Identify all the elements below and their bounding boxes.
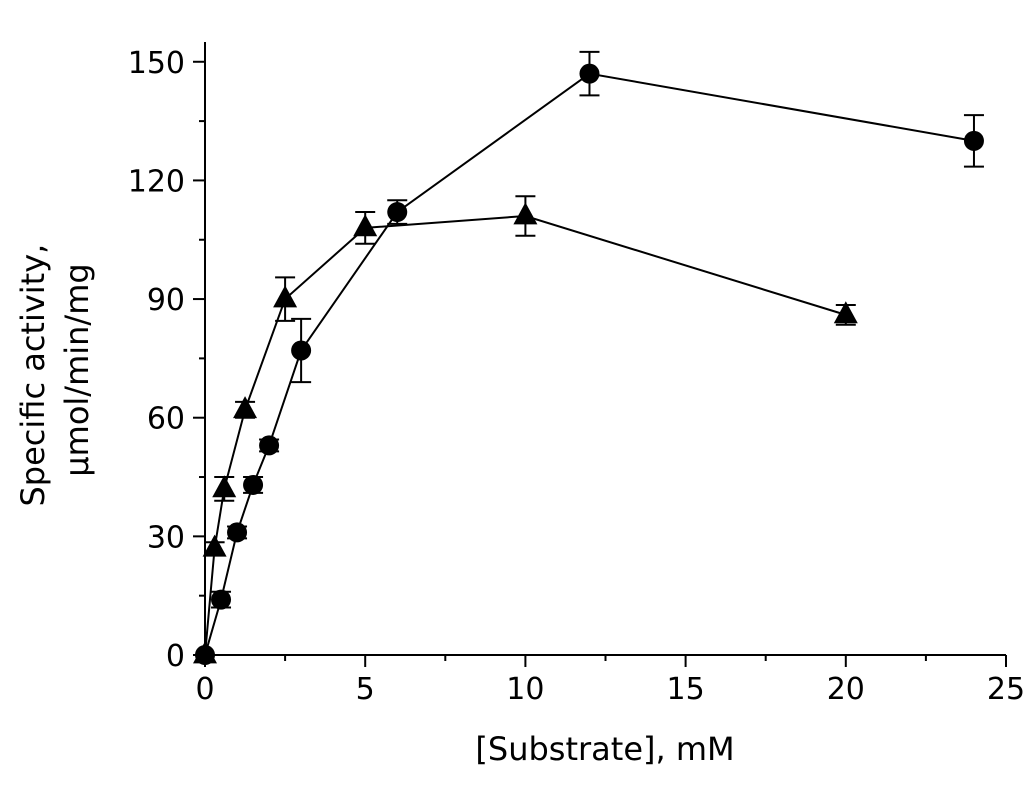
series-triangles: [193, 196, 858, 663]
y-tick-label: 120: [128, 164, 185, 199]
data-point-triangle: [513, 202, 537, 224]
y-tick-label: 30: [147, 520, 185, 555]
x-tick-label: 25: [987, 672, 1025, 707]
data-point-circle: [227, 522, 247, 542]
data-point-circle: [211, 590, 231, 610]
y-tick-label: 60: [147, 402, 185, 437]
data-point-circle: [259, 435, 279, 455]
y-axis-title-line1: Specific activity,: [14, 244, 52, 507]
y-tick-label: 0: [166, 639, 185, 674]
data-point-triangle: [203, 535, 227, 557]
y-axis-title-line2: μmol/min/mg: [58, 263, 96, 476]
x-axis-title: [Substrate], mM: [475, 730, 734, 768]
data-point-circle: [579, 64, 599, 84]
x-tick-label: 15: [667, 672, 705, 707]
data-point-circle: [291, 340, 311, 360]
series-layer: [193, 52, 984, 665]
data-point-circle: [243, 475, 263, 495]
x-tick-label: 20: [827, 672, 865, 707]
y-axis-title: Specific activity, μmol/min/mg: [14, 233, 96, 506]
x-tick-label: 0: [195, 672, 214, 707]
data-point-circle: [387, 202, 407, 222]
data-point-circle: [964, 131, 984, 151]
x-tick-label: 5: [356, 672, 375, 707]
series-circles: [195, 52, 984, 665]
x-tick-label: 10: [506, 672, 544, 707]
axes: [205, 42, 1006, 655]
y-tick-label: 150: [128, 46, 185, 81]
series-line-circles: [205, 74, 974, 655]
data-point-triangle: [233, 396, 257, 418]
y-tick-label: 90: [147, 283, 185, 318]
data-point-triangle: [353, 214, 377, 236]
ticks: 0 30 60 90 120 150 0 5 10 15 20 25: [128, 46, 1025, 707]
data-point-triangle: [273, 285, 297, 307]
data-point-triangle: [212, 475, 236, 497]
series-line-triangles: [205, 216, 846, 655]
chart: 03060901201500 5 10 15 20 25 [Substrate], mM …: [0, 0, 1034, 791]
